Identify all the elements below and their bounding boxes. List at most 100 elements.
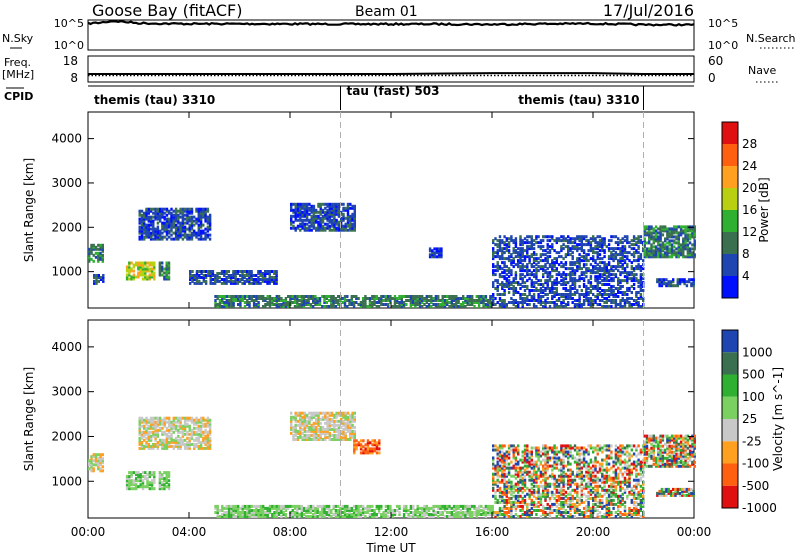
heatmap-cell — [375, 443, 379, 447]
heatmap-cell — [271, 506, 274, 510]
heatmap-cell — [450, 295, 453, 298]
heatmap-cell — [245, 279, 249, 283]
heatmap-cell — [165, 231, 169, 235]
heatmap-cell — [510, 504, 513, 508]
heatmap-cell — [654, 251, 658, 255]
heatmap-cell — [428, 249, 432, 253]
heatmap-cell — [149, 424, 153, 428]
heatmap-cell — [183, 442, 187, 446]
heatmap-cell — [333, 214, 336, 218]
heatmap-cell — [475, 506, 478, 510]
heatmap-cell — [195, 420, 198, 424]
heatmap-cell — [658, 284, 661, 288]
heatmap-cell — [170, 207, 173, 211]
heatmap-cell — [335, 413, 338, 417]
heatmap-cell — [156, 420, 160, 424]
heatmap-cell — [546, 267, 549, 271]
heatmap-cell — [544, 305, 547, 308]
heatmap-cell — [431, 253, 434, 257]
heatmap-cell — [496, 301, 499, 304]
heatmap-cell — [268, 270, 271, 273]
heatmap-cell — [501, 253, 504, 257]
heatmap-cell — [587, 303, 590, 306]
heatmap-cell — [321, 429, 325, 433]
heatmap-cell — [330, 228, 334, 232]
heatmap-cell — [667, 282, 670, 286]
heatmap-cell — [255, 297, 258, 300]
heatmap-cell — [327, 504, 331, 508]
heatmap-cell — [455, 297, 458, 300]
heatmap-cell — [262, 299, 265, 302]
heatmap-cell — [315, 413, 318, 417]
heatmap-cell — [643, 231, 646, 235]
heatmap-cell — [346, 415, 350, 419]
heatmap-cell — [94, 459, 98, 463]
heatmap-cell — [298, 504, 301, 508]
heatmap-cell — [585, 267, 588, 271]
heatmap-cell — [551, 275, 554, 279]
heatmap-cell — [140, 233, 144, 237]
heatmap-cell — [183, 233, 187, 237]
heatmap-cell — [571, 287, 574, 290]
heatmap-cell — [654, 225, 658, 229]
heatmap-cell — [239, 278, 242, 281]
heatmap-cell — [225, 279, 228, 283]
heatmap-cell — [335, 222, 338, 226]
heatmap-cell — [628, 301, 631, 304]
heatmap-cell — [507, 500, 511, 504]
heatmap-cell — [494, 269, 497, 273]
heatmap-cell — [564, 273, 568, 277]
heatmap-cell — [132, 481, 136, 485]
heatmap-cell — [344, 206, 347, 210]
heatmap-cell — [315, 210, 318, 214]
heatmap-cell — [153, 275, 156, 279]
heatmap-cell — [384, 511, 388, 514]
heatmap-cell — [455, 511, 458, 514]
heatmap-cell — [437, 305, 440, 308]
heatmap-cell — [191, 276, 194, 279]
heatmap-cell — [183, 231, 187, 235]
heatmap-cell — [532, 265, 536, 269]
heatmap-cell — [594, 259, 597, 263]
heatmap-cell — [507, 271, 511, 275]
heatmap-cell — [188, 233, 191, 237]
heatmap-cell — [326, 218, 329, 222]
heatmap-cell — [564, 281, 568, 285]
heatmap-cell — [97, 457, 100, 461]
heatmap-cell — [489, 295, 492, 298]
heatmap-cell — [661, 225, 665, 229]
heatmap-cell — [505, 273, 508, 277]
heatmap-cell — [592, 237, 595, 241]
heatmap-cell — [199, 229, 203, 233]
heatmap-cell — [496, 245, 499, 249]
heatmap-cell — [214, 303, 217, 306]
heatmap-cell — [551, 283, 554, 286]
heatmap-cell — [585, 291, 588, 294]
heatmap-cell — [145, 430, 148, 434]
heatmap-cell — [585, 263, 588, 267]
heatmap-cell — [88, 467, 91, 471]
heatmap-cell — [650, 231, 653, 235]
heatmap-cell — [303, 224, 306, 228]
heatmap-cell — [239, 274, 242, 277]
heatmap-cell — [546, 301, 549, 304]
heatmap-cell — [161, 487, 164, 491]
heatmap-cell — [165, 416, 169, 420]
heatmap-cell — [532, 251, 536, 255]
heatmap-cell — [186, 207, 189, 211]
heatmap-cell — [143, 229, 146, 233]
heatmap-cell — [202, 422, 205, 426]
heatmap-cell — [414, 511, 417, 514]
heatmap-cell — [498, 299, 502, 302]
heatmap-cell — [266, 301, 269, 304]
heatmap-cell — [159, 428, 162, 432]
heatmap-cell — [532, 295, 536, 298]
heatmap-cell — [659, 249, 662, 253]
heatmap-cell — [578, 247, 581, 251]
heatmap-cell — [514, 273, 518, 277]
heatmap-cell — [165, 227, 169, 231]
heatmap-cell — [330, 220, 334, 224]
heatmap-cell — [319, 224, 322, 228]
heatmap-cell — [557, 273, 561, 277]
heatmap-cell — [364, 515, 367, 518]
